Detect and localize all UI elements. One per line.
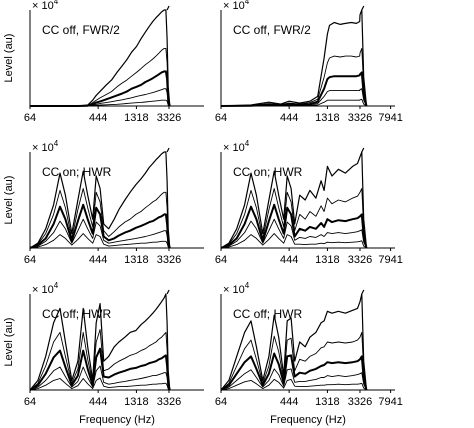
x-tick-label: 64 [215, 112, 227, 124]
series-line-4 [30, 88, 171, 107]
clipped-peak [166, 289, 170, 295]
y-exponent: 4 [245, 0, 250, 6]
panel-2: 64 444 1318 3326 7941 × 104 CC off, FWR/2 [215, 0, 403, 124]
x-tick-label: 3326 [348, 112, 372, 124]
series-line-5 [220, 233, 367, 249]
clipped-peak [166, 5, 170, 11]
x-tick-label: 64 [215, 396, 227, 408]
y-multiplier: × 104 [223, 139, 250, 154]
series-line-2 [29, 329, 171, 391]
clipped-peak [166, 147, 170, 153]
panel-3: 64 444 1318 3326 × 104 CC on; HWR Level (au) [3, 139, 204, 266]
x-tick-label: 3326 [348, 396, 372, 408]
series-line-5 [220, 378, 367, 391]
series-line-5 [29, 377, 171, 391]
panel-annotation: CC off, FWR/2 [233, 23, 311, 37]
x-tick-label: 3326 [348, 254, 372, 266]
y-multiplier: × 104 [32, 139, 59, 154]
x-tick-label: 1318 [124, 254, 148, 266]
series-line-2 [220, 188, 367, 249]
y-multiplier: × 104 [32, 281, 59, 296]
series-line-2 [30, 47, 171, 107]
series-line-4 [29, 218, 171, 249]
panel-6: 64 444 1318 3326 7941 × 104 CC off; HWR Frequen… [215, 281, 403, 426]
series-line-4 [220, 368, 367, 391]
x-tick-label: 7941 [378, 396, 402, 408]
clipped-peak [361, 5, 365, 11]
series-line-5 [220, 98, 367, 107]
x-tick-label: 7941 [378, 112, 402, 124]
x-tick-label: 1318 [315, 254, 339, 266]
panel-annotation: CC off; HWR [233, 307, 302, 321]
series-line-2 [29, 188, 171, 249]
panel-annotation: CC on; HWR [233, 165, 303, 179]
x-tick-label: 444 [89, 396, 107, 408]
x-tick-label: 3326 [157, 112, 181, 124]
y-exponent: 4 [54, 281, 59, 290]
x-tick-label: 1318 [124, 396, 148, 408]
series-line-5 [29, 233, 171, 249]
y-multiplier: × 104 [32, 0, 59, 12]
series-line-2 [220, 331, 367, 391]
x-tick-label: 444 [280, 112, 298, 124]
x-tick-label: 1318 [315, 112, 339, 124]
series-line-5 [30, 99, 171, 107]
panel-annotation: CC off, FWR/2 [42, 23, 120, 37]
x-tick-label: 1318 [315, 396, 339, 408]
x-tick-label: 64 [24, 254, 36, 266]
x-tick-label: 64 [215, 254, 227, 266]
x-tick-label: 1318 [124, 112, 148, 124]
y-multiplier: × 104 [223, 281, 250, 296]
series-line-1 [220, 9, 368, 107]
series-line-1 [220, 293, 368, 391]
series-line-3 [30, 70, 171, 107]
series-line-1 [29, 293, 171, 391]
x-tick-label: 64 [24, 112, 36, 124]
y-exponent: 4 [245, 281, 250, 290]
series-line-3 [220, 203, 368, 249]
series-line-3 [29, 203, 171, 249]
y-exponent: 4 [245, 139, 250, 148]
panel-4: 64 444 1318 3326 7941 × 104 CC on; HWR [215, 139, 403, 266]
panel-annotation: CC on; HWR [42, 165, 112, 179]
series-line-4 [29, 365, 171, 391]
series-line-1 [29, 151, 171, 249]
x-tick-label: 64 [24, 396, 36, 408]
x-tick-label: 444 [89, 254, 107, 266]
panel-1: 64 444 1318 3326 × 104 CC off, FWR/2 Level (au… [3, 0, 204, 124]
y-multiplier: × 104 [223, 0, 250, 12]
series-line-3 [220, 71, 368, 107]
x-tick-label: 7941 [378, 254, 402, 266]
clipped-peak [361, 147, 365, 153]
x-axis-label: Frequency (Hz) [79, 414, 155, 426]
series-line-1 [220, 151, 368, 249]
x-tick-label: 3326 [157, 254, 181, 266]
x-tick-label: 444 [280, 254, 298, 266]
y-exponent: 4 [54, 0, 59, 6]
series-line-1 [30, 9, 171, 107]
y-axis-label: Level (au) [3, 176, 15, 225]
series-line-3 [220, 352, 368, 391]
series-line-3 [29, 347, 171, 391]
y-axis-label: Level (au) [3, 34, 15, 83]
series-line-4 [220, 218, 367, 249]
y-axis-label: Level (au) [3, 318, 15, 367]
x-tick-label: 444 [89, 112, 107, 124]
x-tick-label: 444 [280, 396, 298, 408]
clipped-peak [361, 289, 365, 295]
x-axis-label: Frequency (Hz) [270, 414, 346, 426]
y-exponent: 4 [54, 139, 59, 148]
x-tick-label: 3326 [157, 396, 181, 408]
